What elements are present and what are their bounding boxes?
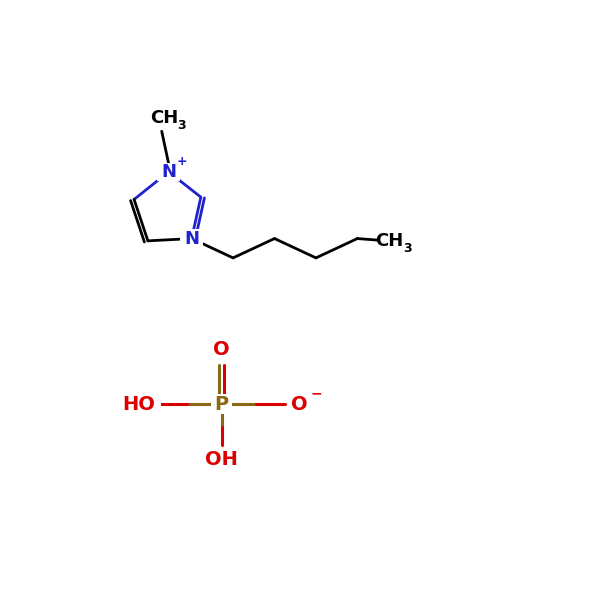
Text: HO: HO — [122, 395, 155, 414]
FancyBboxPatch shape — [151, 108, 190, 128]
Text: +: + — [176, 155, 187, 168]
Text: CH: CH — [150, 109, 178, 127]
FancyBboxPatch shape — [377, 231, 416, 251]
Text: CH: CH — [375, 232, 404, 250]
Text: 3: 3 — [177, 119, 186, 132]
Text: N: N — [161, 163, 176, 181]
FancyBboxPatch shape — [180, 229, 203, 248]
FancyBboxPatch shape — [207, 449, 236, 470]
Text: −: − — [311, 386, 322, 400]
FancyBboxPatch shape — [289, 394, 309, 415]
FancyBboxPatch shape — [211, 340, 232, 360]
Text: OH: OH — [205, 450, 238, 469]
FancyBboxPatch shape — [211, 394, 232, 415]
Text: O: O — [213, 340, 230, 359]
FancyBboxPatch shape — [116, 394, 161, 415]
Text: 3: 3 — [403, 242, 412, 255]
FancyBboxPatch shape — [157, 163, 180, 181]
Text: O: O — [290, 395, 307, 414]
Text: P: P — [214, 395, 229, 414]
Text: N: N — [184, 230, 199, 248]
